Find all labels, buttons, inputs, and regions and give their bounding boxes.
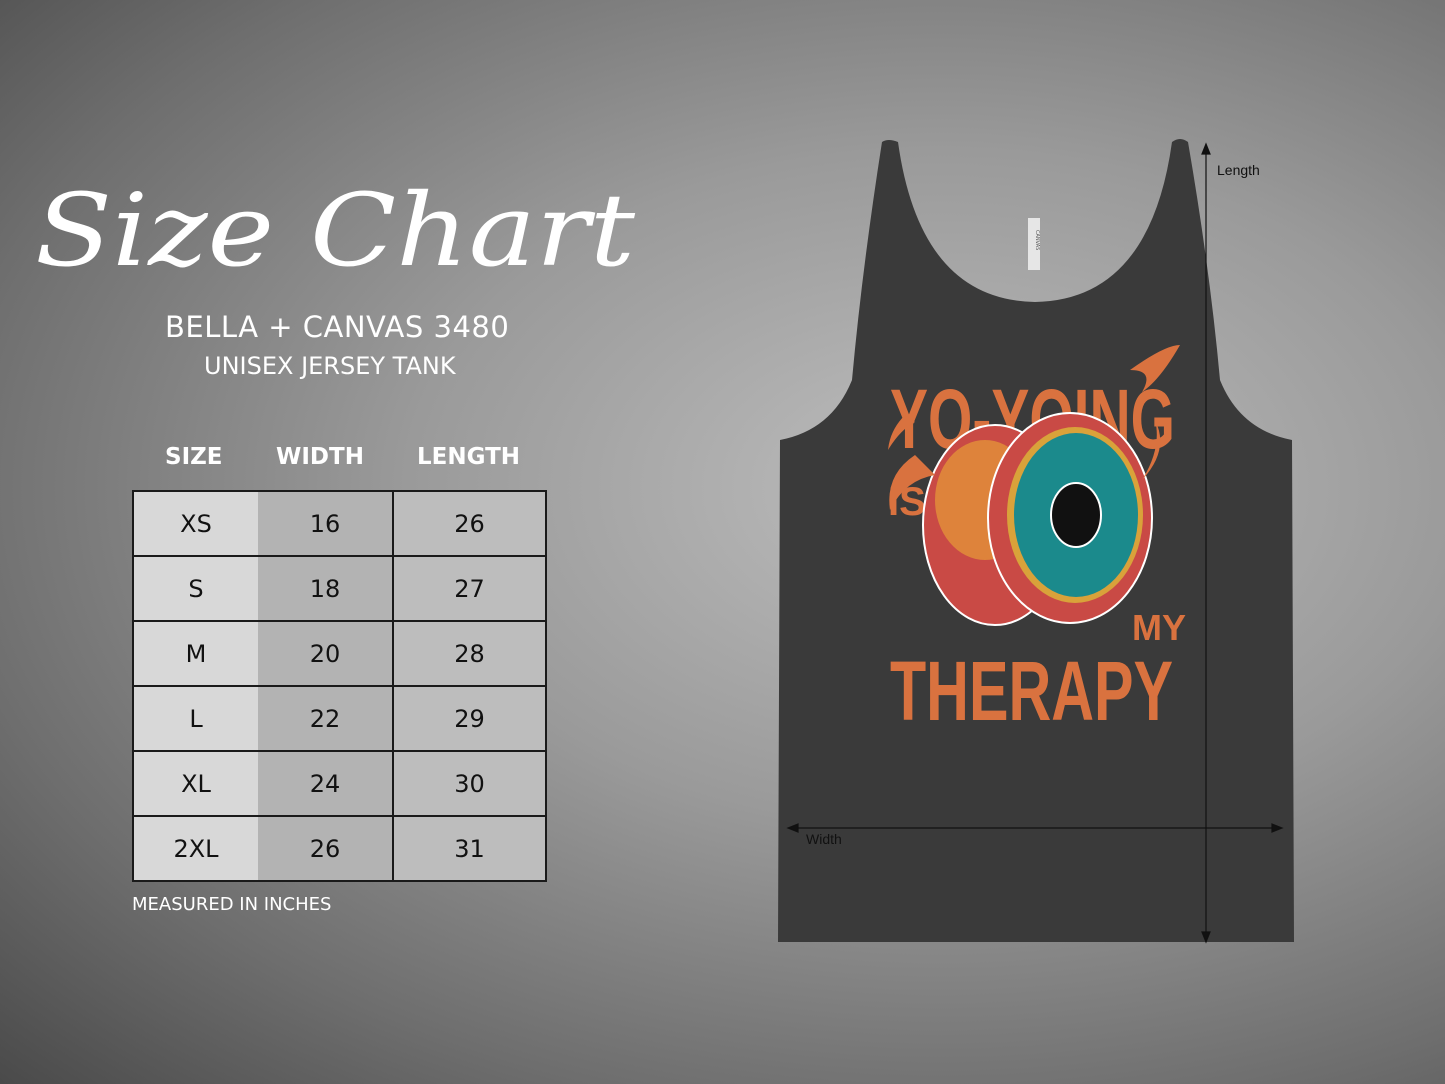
garment-tag-text: CANVAS — [1034, 230, 1040, 250]
width-arrow-head-left — [786, 823, 799, 833]
size-cell: M — [132, 620, 258, 687]
column-header-width: WIDTH — [276, 444, 364, 470]
length-cell: 26 — [392, 490, 547, 557]
product-type: UNISEX JERSEY TANK — [204, 352, 456, 380]
size-chart-script-title: Size Chart — [35, 172, 636, 289]
width-cell: 22 — [258, 685, 394, 752]
width-arrow-head-right — [1271, 823, 1284, 833]
width-cell: 16 — [258, 490, 394, 557]
width-cell: 20 — [258, 620, 394, 687]
brand-model: BELLA + CANVAS 3480 — [165, 310, 510, 344]
length-label: Length — [1217, 162, 1260, 178]
width-cell: 24 — [258, 750, 394, 817]
yoyo-illustration — [922, 412, 1153, 626]
length-cell: 27 — [392, 555, 547, 622]
size-cell: 2XL — [132, 815, 258, 882]
size-cell: S — [132, 555, 258, 622]
width-cell: 18 — [258, 555, 394, 622]
measurement-note: MEASURED IN INCHES — [132, 894, 332, 915]
size-cell: L — [132, 685, 258, 752]
garment-tag — [1028, 218, 1040, 270]
decorative-swooshes — [888, 345, 1180, 510]
length-cell: 28 — [392, 620, 547, 687]
length-arrow-tail — [1201, 931, 1211, 944]
length-arrow-head — [1201, 142, 1211, 155]
tank-top-image: CANVAS YO-YOING IS MY THERAPY Length Wid… — [778, 139, 1294, 944]
design-line-3: MY — [1132, 607, 1186, 648]
size-cell: XL — [132, 750, 258, 817]
width-label: Width — [806, 831, 842, 847]
length-cell: 30 — [392, 750, 547, 817]
table-row: 2XL 26 31 — [132, 815, 547, 882]
script-title-text: Size Chart — [35, 172, 636, 289]
table-row: XL 24 30 — [132, 750, 547, 817]
width-cell: 26 — [258, 815, 394, 882]
design-line-4: THERAPY — [890, 644, 1173, 738]
size-cell: XS — [132, 490, 258, 557]
column-header-length: LENGTH — [417, 444, 521, 470]
length-cell: 31 — [392, 815, 547, 882]
table-row: S 18 27 — [132, 555, 547, 622]
length-cell: 29 — [392, 685, 547, 752]
column-header-size: SIZE — [165, 444, 223, 470]
table-row: M 20 28 — [132, 620, 547, 687]
table-row: XS 16 26 — [132, 490, 547, 557]
table-row: L 22 29 — [132, 685, 547, 752]
size-table: XS 16 26 S 18 27 M 20 28 L 22 29 XL 24 30 2XL 26 31 — [132, 490, 547, 882]
